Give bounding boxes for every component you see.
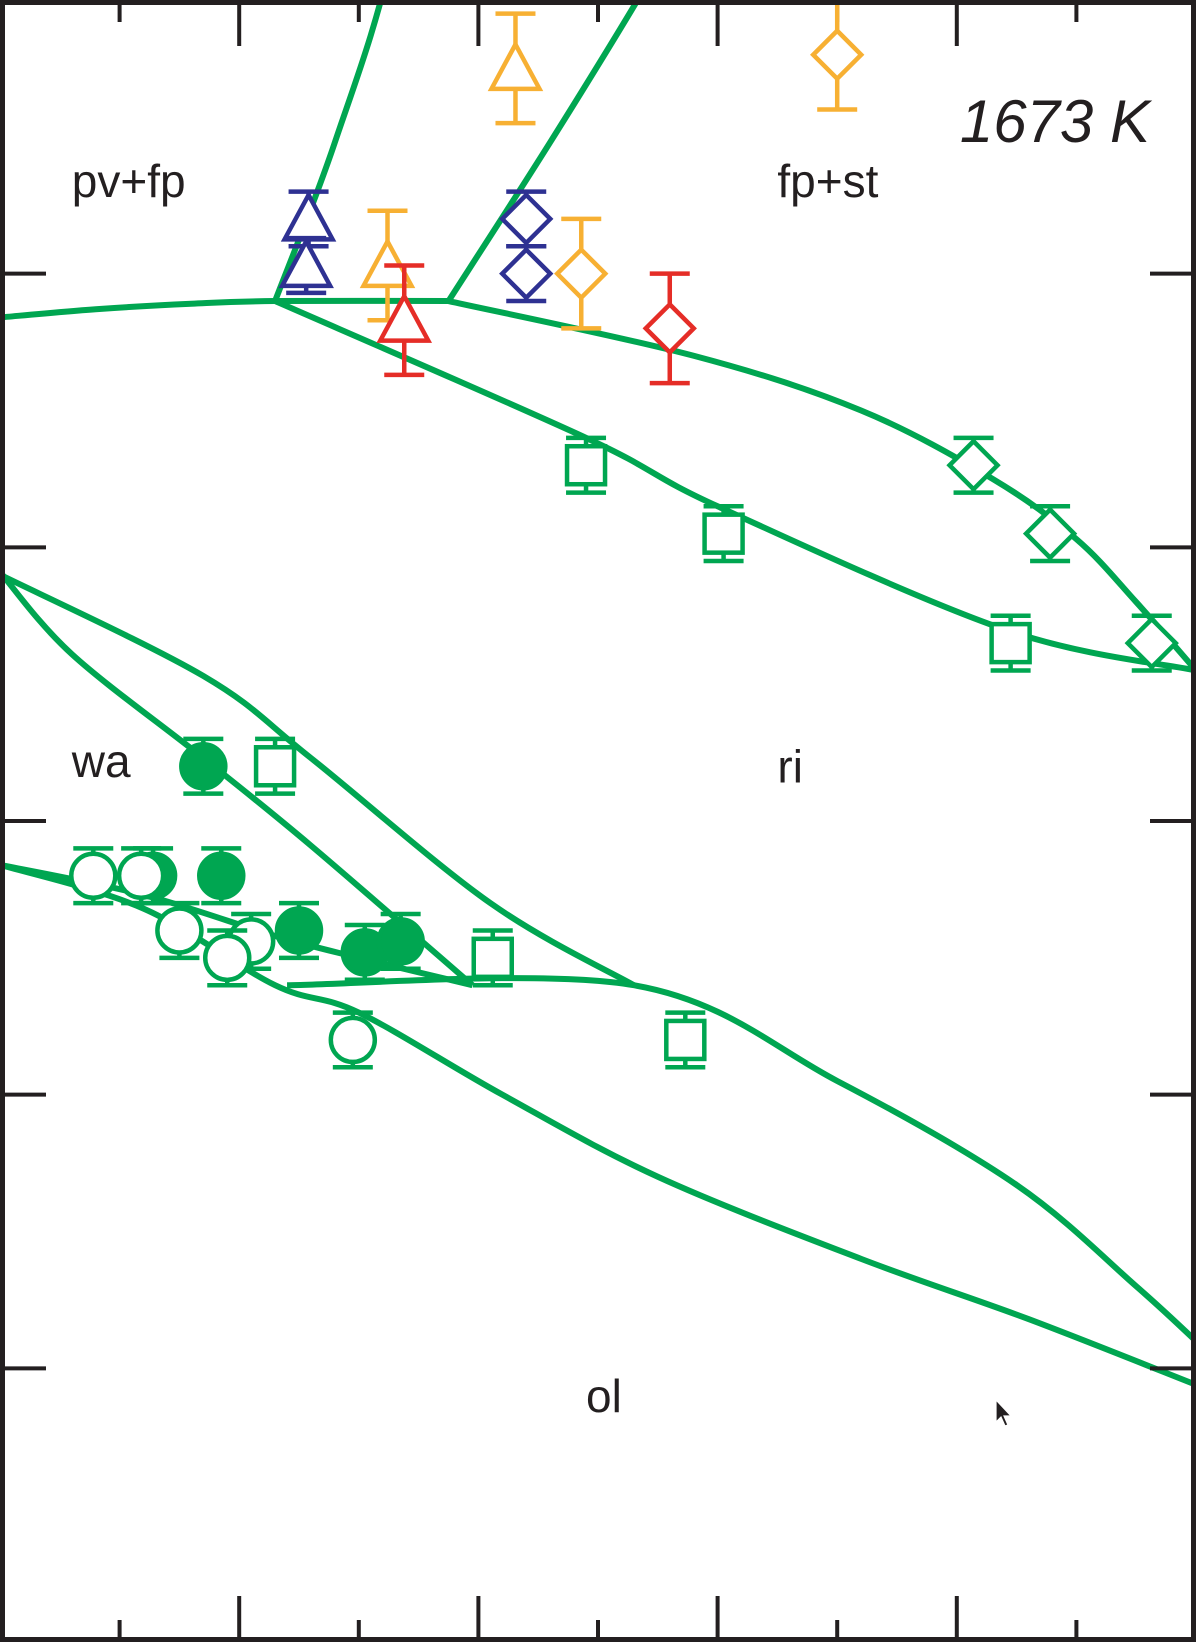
marker-diamond-green xyxy=(946,435,1001,495)
marker-diamond-green xyxy=(1124,613,1179,673)
marker-square-green xyxy=(989,613,1032,673)
marker-shape xyxy=(810,27,865,82)
boundary-pv-fp-upper xyxy=(0,297,449,321)
marker-circle-green-filled xyxy=(376,911,425,972)
marker-square-green xyxy=(253,736,297,796)
marker-shape xyxy=(642,301,697,356)
marker-shape xyxy=(471,936,515,980)
region-label-fp-st: fp+st xyxy=(777,155,878,207)
phase-boundaries xyxy=(0,0,1196,1388)
marker-diamond-blue xyxy=(499,189,554,249)
marker-shape xyxy=(328,1015,378,1065)
marker-shape xyxy=(116,851,166,900)
marker-triangle-orange xyxy=(487,11,544,126)
region-label-ol: ol xyxy=(586,1370,622,1422)
boundary-wa-ri-upper xyxy=(0,572,636,988)
marker-circle-green xyxy=(328,1010,378,1070)
region-label-ri: ri xyxy=(777,741,803,793)
boundary-ri-fpst-upper xyxy=(447,298,1196,673)
region-label-pv-fp: pv+fp xyxy=(72,155,186,207)
marker-diamond-blue xyxy=(499,244,554,304)
marker-shape xyxy=(499,191,554,247)
marker-shape xyxy=(274,906,324,955)
marker-shape xyxy=(554,246,609,301)
marker-diamond-red xyxy=(642,271,697,386)
region-label-wa: wa xyxy=(71,735,131,787)
marker-shape xyxy=(487,39,544,92)
marker-shape xyxy=(278,236,334,289)
marker-circle-green-filled xyxy=(274,900,324,961)
boundary-st-right-vertical xyxy=(445,0,642,303)
marker-shape xyxy=(155,906,204,955)
marker-shape xyxy=(664,1018,707,1062)
marker-diamond-orange xyxy=(810,0,865,112)
marker-shape xyxy=(702,512,745,555)
boundary-ri-fpst-lower xyxy=(273,298,1196,674)
region-labels: pv+fp fp+st wa ri ol xyxy=(71,155,879,1422)
marker-shape xyxy=(564,443,608,487)
marker-shape xyxy=(1124,615,1179,671)
marker-square-green xyxy=(702,504,745,564)
marker-shape xyxy=(280,190,337,242)
marker-circle-green xyxy=(202,928,252,988)
marker-diamond-orange xyxy=(554,216,609,331)
marker-shape xyxy=(376,291,433,343)
marker-square-green xyxy=(471,928,515,988)
marker-shape xyxy=(253,745,297,788)
marker-circle-green-filled xyxy=(179,736,228,796)
mouse-cursor xyxy=(995,1398,1013,1427)
marker-triangle-red xyxy=(376,263,433,378)
marker-circle-green xyxy=(116,846,166,906)
boundary-ri-ol-lower xyxy=(287,975,1196,1344)
temperature-annotation: 1673 K xyxy=(960,88,1153,155)
marker-shape xyxy=(1022,506,1078,561)
marker-diamond-green xyxy=(1022,504,1078,564)
marker-shape xyxy=(179,742,228,791)
marker-triangle-blue xyxy=(278,235,334,296)
marker-square-green xyxy=(664,1010,707,1070)
marker-shape xyxy=(376,917,425,966)
marker-circle-green xyxy=(69,846,118,906)
marker-shape xyxy=(499,246,554,301)
marker-shape xyxy=(202,933,252,983)
data-markers xyxy=(69,0,1179,1070)
marker-square-green xyxy=(564,435,608,495)
marker-shape xyxy=(946,438,1001,493)
marker-circle-green xyxy=(155,900,204,961)
marker-shape xyxy=(197,851,246,900)
marker-shape xyxy=(69,851,118,900)
marker-circle-green-filled xyxy=(197,846,246,906)
marker-shape xyxy=(989,621,1032,665)
